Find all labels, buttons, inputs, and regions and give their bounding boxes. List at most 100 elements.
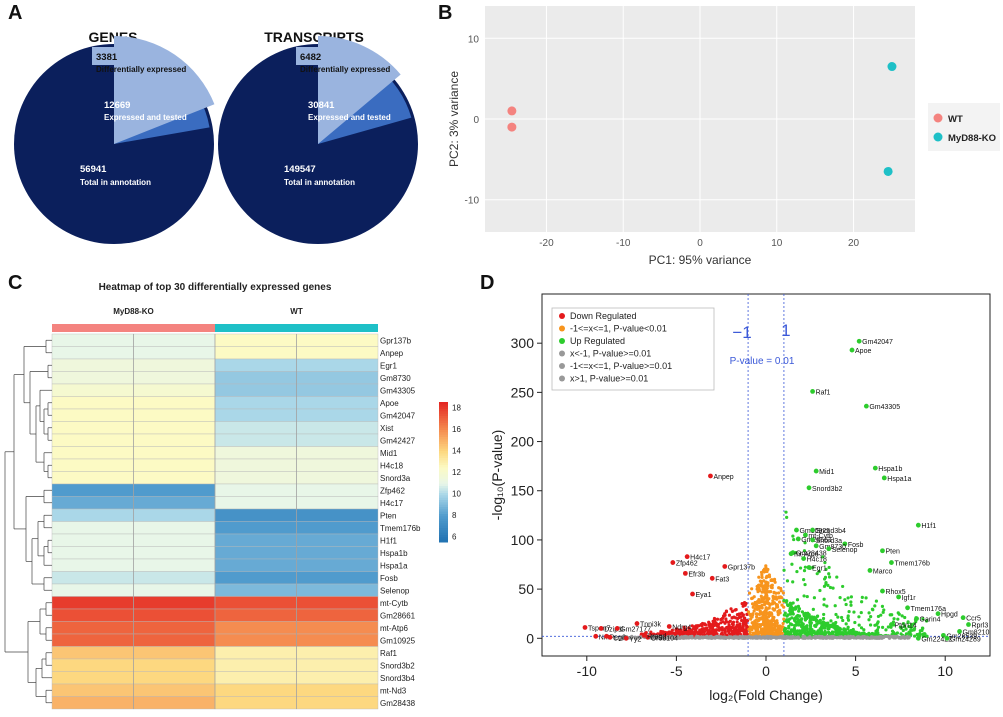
heatmap-cell: [296, 621, 379, 635]
volcano-point: [742, 630, 746, 634]
volcano-point: [846, 596, 850, 600]
heatmap-cell: [214, 346, 297, 360]
volcano-point: [823, 561, 827, 565]
volcano-point: [686, 631, 690, 635]
colorbar-segment: [439, 488, 448, 492]
heatmap-row-label: H4c17: [380, 499, 404, 508]
volcano-point: [833, 604, 837, 608]
volcano-point: [869, 615, 873, 619]
volcano-gene-label: Fosb: [848, 542, 864, 549]
pie-label-text: Expressed and tested: [104, 113, 187, 122]
volcano-point: [840, 615, 844, 620]
heatmap-cell: [296, 658, 379, 672]
volcano-point: [740, 601, 744, 606]
volcano-point: [903, 615, 907, 620]
volcano-point: [764, 564, 768, 568]
volcano-point: [788, 617, 792, 621]
volcano-point: [846, 625, 850, 629]
volcano-point: [870, 636, 874, 640]
volcano-point: [776, 610, 780, 614]
heatmap-cell: [214, 671, 297, 685]
heatmap-cell: [51, 458, 134, 472]
heatmap-cell: [214, 521, 297, 535]
volcano-point: [844, 602, 848, 607]
volcano-point: [857, 623, 861, 627]
volcano-point: [872, 632, 876, 636]
volcano-point: [780, 603, 784, 607]
volcano-point: [860, 595, 864, 599]
volcano-point: [824, 580, 828, 585]
volcano-point: [712, 616, 717, 621]
volcano-point: [819, 636, 823, 640]
heatmap-cell: [214, 383, 297, 397]
heatmap-row-label: Tmem176b: [380, 524, 421, 533]
colorbar-segment: [439, 481, 448, 485]
pie-label-value: 12669: [104, 100, 130, 111]
colorbar-segment: [439, 458, 448, 461]
volcano-point: [735, 620, 739, 624]
pie-label-value: 6482: [300, 52, 321, 63]
volcano-point: [826, 583, 830, 587]
volcano-point: [651, 634, 656, 638]
heatmap-cell: [296, 371, 379, 385]
volcano-labeled-point: [670, 560, 676, 565]
heatmap-cell: [133, 396, 216, 410]
volcano-point: [797, 623, 801, 627]
volcano-point: [705, 626, 709, 630]
volcano-point: [756, 583, 761, 587]
heatmap-cell: [214, 483, 297, 497]
volcano-point: [824, 622, 828, 627]
pie-slice-de: [318, 36, 401, 144]
volcano-point: [802, 569, 807, 573]
volcano-point: [787, 626, 791, 630]
volcano-point: [791, 601, 795, 605]
volcano-point: [827, 565, 831, 570]
volcano-point: [804, 624, 808, 629]
heatmap-cell: [296, 558, 379, 572]
volcano-point: [783, 629, 787, 633]
volcano-point: [718, 627, 722, 631]
pca-point: [507, 106, 517, 116]
volcano-point: [850, 631, 854, 635]
volcano-gene-label: Yy2: [629, 636, 641, 643]
volcano-point: [789, 612, 793, 616]
volcano-point: [762, 618, 766, 622]
volcano-point: [670, 636, 674, 640]
heatmap-group-label: WT: [290, 307, 303, 316]
volcano-point: [791, 534, 795, 538]
volcano-point: [788, 609, 792, 613]
volcano-legend-label: Up Regulated: [570, 336, 625, 346]
heatmap-cell: [296, 546, 379, 560]
volcano-point: [802, 549, 807, 553]
volcano-point: [760, 584, 764, 588]
volcano-point: [773, 620, 778, 625]
volcano-point: [777, 595, 781, 599]
volcano-point: [831, 586, 835, 590]
volcano-labeled-point: [709, 575, 715, 581]
volcano-point: [805, 628, 809, 632]
volcano-point: [774, 591, 778, 595]
volcano-point: [768, 611, 772, 615]
heatmap-cell: [133, 483, 216, 497]
volcano-point: [797, 614, 802, 618]
volcano-point: [762, 568, 766, 572]
volcano-point: [849, 595, 853, 599]
pie-label-text: Differentially expressed: [300, 65, 390, 74]
volcano-point: [802, 629, 807, 634]
colorbar-segment: [439, 441, 448, 445]
volcano-gene-label: Efr3b: [688, 571, 705, 578]
volcano-point: [712, 635, 716, 640]
heatmap-cell: [51, 571, 134, 585]
volcano-point: [748, 612, 752, 616]
heatmap-cell: [51, 646, 134, 660]
volcano-point: [634, 636, 639, 640]
heatmap-cell: [133, 371, 216, 385]
volcano-point: [864, 596, 868, 600]
volcano-gene-label: Cttn: [613, 635, 626, 642]
volcano-point: [765, 615, 769, 620]
volcano-labeled-point: [872, 465, 878, 471]
heatmap-cell: [133, 496, 216, 510]
volcano-point: [711, 631, 715, 635]
volcano-gene-label: Snord3a: [816, 538, 843, 545]
pie-de-box: [296, 47, 330, 65]
